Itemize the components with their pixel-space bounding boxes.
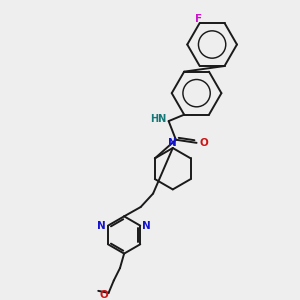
Text: F: F — [195, 14, 202, 24]
Text: O: O — [200, 138, 208, 148]
Text: N: N — [168, 138, 177, 148]
Text: HN: HN — [150, 114, 167, 124]
Text: N: N — [98, 220, 106, 231]
Text: O: O — [99, 290, 108, 300]
Text: N: N — [142, 220, 151, 231]
